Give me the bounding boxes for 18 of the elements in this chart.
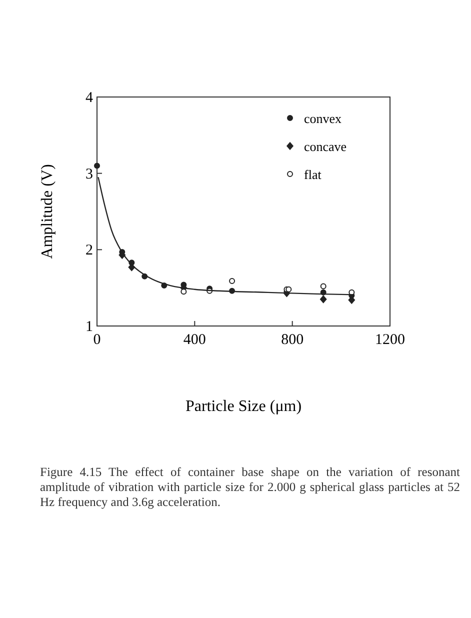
point	[320, 295, 327, 304]
point	[320, 283, 326, 290]
point	[94, 162, 100, 169]
x-tick-label: 1200	[375, 332, 405, 348]
y-tick-label: 4	[86, 90, 94, 106]
legend-label: flat	[304, 167, 322, 182]
y-tick-label: 3	[86, 166, 93, 182]
y-tick-label: 1	[86, 319, 93, 335]
x-tick-label: 0	[93, 332, 101, 348]
caption: Figure 4.15 The effect of container base shape on the variation of resonant amplitude of vibration with particle size for 2.000 g spherical glass particles at 52 Hz frequency and 3.6g acceleration.	[40, 465, 460, 510]
legend-label: concave	[304, 139, 347, 154]
point	[229, 278, 236, 284]
x-axis-title: Particle Size (μm)	[185, 398, 302, 415]
y-tick-label: 2	[86, 242, 93, 259]
y-axis-title: Amplitude (V)	[39, 164, 56, 259]
x-tick-label: 800	[281, 332, 304, 348]
x-tick-label: 400	[183, 332, 206, 348]
legend-label: convex	[304, 111, 342, 126]
